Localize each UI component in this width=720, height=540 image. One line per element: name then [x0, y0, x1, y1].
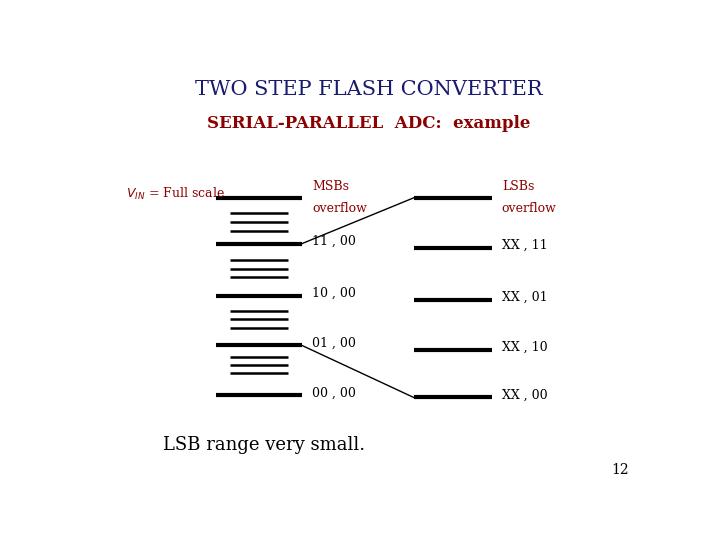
- Text: 12: 12: [611, 463, 629, 477]
- Text: MSBs: MSBs: [312, 180, 349, 193]
- Text: overflow: overflow: [502, 202, 557, 215]
- Text: LSBs: LSBs: [502, 180, 534, 193]
- Text: SERIAL-PARALLEL  ADC:  example: SERIAL-PARALLEL ADC: example: [207, 114, 531, 132]
- Text: 10 , 00: 10 , 00: [312, 287, 356, 300]
- Text: TWO STEP FLASH CONVERTER: TWO STEP FLASH CONVERTER: [195, 80, 543, 99]
- Text: XX , 00: XX , 00: [502, 389, 547, 402]
- Text: 11 , 00: 11 , 00: [312, 235, 356, 248]
- Text: XX , 10: XX , 10: [502, 341, 547, 354]
- Text: overflow: overflow: [312, 202, 367, 215]
- Text: LSB range very small.: LSB range very small.: [163, 436, 364, 454]
- Text: XX , 01: XX , 01: [502, 291, 547, 304]
- Text: $V_{IN}$ = Full scale: $V_{IN}$ = Full scale: [126, 186, 225, 202]
- Text: 00 , 00: 00 , 00: [312, 387, 356, 400]
- Text: 01 , 00: 01 , 00: [312, 337, 356, 350]
- Text: XX , 11: XX , 11: [502, 239, 547, 252]
